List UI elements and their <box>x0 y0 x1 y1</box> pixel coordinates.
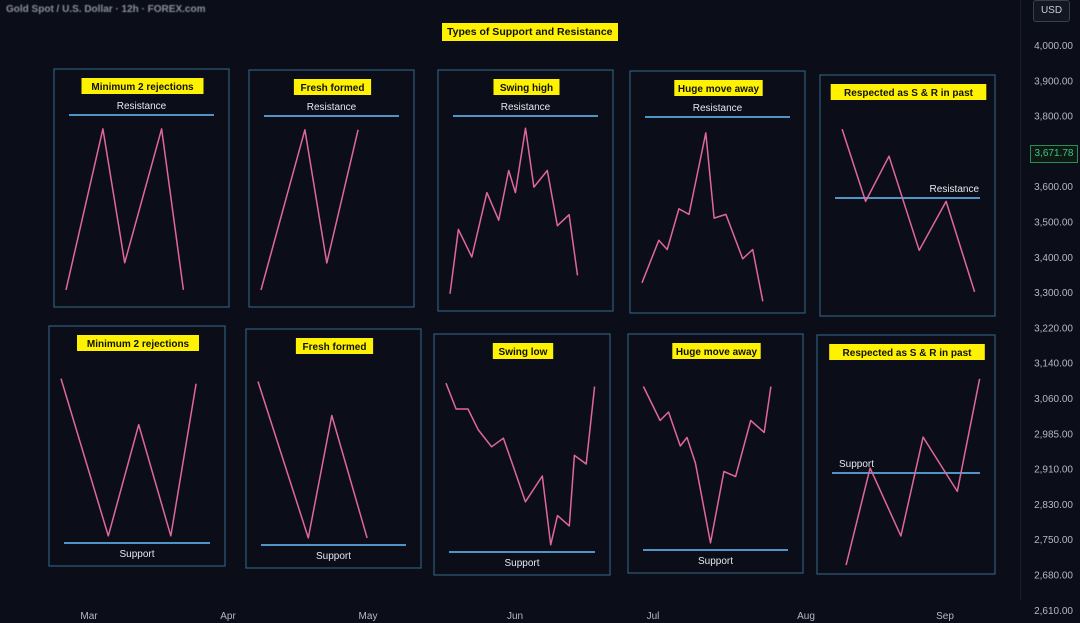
y-tick-label: 2,680.00 <box>1034 571 1073 582</box>
y-tick-label: 3,220.00 <box>1034 323 1073 334</box>
y-tick-label: 3,900.00 <box>1034 76 1073 87</box>
panel-4-tag-bg <box>674 80 763 96</box>
panel-7-level-label: Support <box>316 551 351 562</box>
panel-5-frame <box>819 74 996 317</box>
y-tick-label: 3,800.00 <box>1034 112 1073 123</box>
panel-1-price-path <box>65 128 185 291</box>
y-tick-label: 2,750.00 <box>1034 535 1073 546</box>
panel-7-tag-bg <box>295 338 374 354</box>
panel-9-tag-bg <box>672 343 761 359</box>
y-tick-label: 3,300.00 <box>1034 288 1073 299</box>
panel-1-tag: Minimum 2 rejections <box>91 82 194 93</box>
panel-9-price-path <box>642 386 772 544</box>
x-tick-label: Sep <box>936 611 954 622</box>
panel-4-level-label: Resistance <box>693 103 743 114</box>
panel-2-frame <box>248 69 415 308</box>
panel-9-frame <box>627 333 804 574</box>
panel-1-tag-bg <box>81 78 204 94</box>
panel-6-price-path <box>60 378 197 537</box>
panel-4-tag: Huge move away <box>678 84 760 95</box>
panel-10-tag: Respected as S & R in past <box>843 348 973 359</box>
panel-9-tag: Huge move away <box>676 347 758 358</box>
panel-6-tag: Minimum 2 rejections <box>87 339 190 350</box>
panel-2-tag: Fresh formed <box>301 83 365 94</box>
x-tick-label: Mar <box>80 611 98 622</box>
panel-7-price-path <box>257 381 368 539</box>
panel-8-tag-bg <box>492 343 554 359</box>
panel-8-level-label: Support <box>504 558 539 569</box>
panel-8-tag: Swing low <box>499 347 548 358</box>
x-tick-label: Apr <box>220 611 236 622</box>
panel-7-tag: Fresh formed <box>303 342 367 353</box>
panel-4-frame <box>629 70 806 314</box>
y-tick-label: 3,400.00 <box>1034 253 1073 264</box>
price-axis-divider <box>1020 0 1021 600</box>
panel-10-price-path <box>845 378 981 566</box>
y-tick-label: 2,985.00 <box>1034 429 1073 440</box>
panel-3-frame <box>437 69 614 312</box>
panel-7-frame <box>245 328 422 569</box>
x-tick-label: May <box>359 611 378 622</box>
panel-5-price-path <box>841 128 976 293</box>
y-tick-label: 3,600.00 <box>1034 182 1073 193</box>
current-price-tag: 3,671.78 <box>1030 145 1078 163</box>
symbol-label: Gold Spot / U.S. Dollar · 12h · FOREX.co… <box>6 4 206 15</box>
panel-2-level-label: Resistance <box>307 102 357 113</box>
panel-10-frame <box>816 334 996 575</box>
panel-3-tag: Swing high <box>500 83 553 94</box>
panel-1-frame <box>53 68 230 308</box>
y-tick-label: 4,000.00 <box>1034 41 1073 52</box>
panel-3-price-path <box>449 127 579 294</box>
panel-6-frame <box>48 325 226 567</box>
x-tick-label: Jul <box>647 611 660 622</box>
y-tick-label: 3,140.00 <box>1034 359 1073 370</box>
panel-6-level-label: Support <box>119 549 154 560</box>
y-tick-label: 3,500.00 <box>1034 218 1073 229</box>
y-tick-label: 2,910.00 <box>1034 465 1073 476</box>
panel-2-tag-bg <box>293 79 372 95</box>
panel-5-tag: Respected as S & R in past <box>844 88 974 99</box>
panel-1-level-label: Resistance <box>117 101 167 112</box>
panel-10-level-label: Support <box>839 459 874 470</box>
y-tick-label: 3,060.00 <box>1034 394 1073 405</box>
panel-9-level-label: Support <box>698 556 733 567</box>
panel-10-tag-bg <box>829 344 985 360</box>
currency-button[interactable]: USD <box>1033 0 1070 22</box>
y-tick-label: 2,610.00 <box>1034 606 1073 617</box>
panel-6-tag-bg <box>77 335 199 351</box>
y-tick-label: 2,830.00 <box>1034 500 1073 511</box>
chart-title: Types of Support and Resistance <box>442 23 618 41</box>
panel-3-level-label: Resistance <box>501 102 551 113</box>
panel-5-tag-bg <box>830 84 987 100</box>
panel-8-price-path <box>445 382 596 546</box>
x-tick-label: Jun <box>507 611 523 622</box>
panel-8-frame <box>433 333 611 576</box>
panel-5-level-label: Resistance <box>930 184 980 195</box>
panel-4-price-path <box>641 132 764 302</box>
panel-3-tag-bg <box>493 79 560 95</box>
x-tick-label: Aug <box>797 611 815 622</box>
panel-2-price-path <box>260 129 359 291</box>
